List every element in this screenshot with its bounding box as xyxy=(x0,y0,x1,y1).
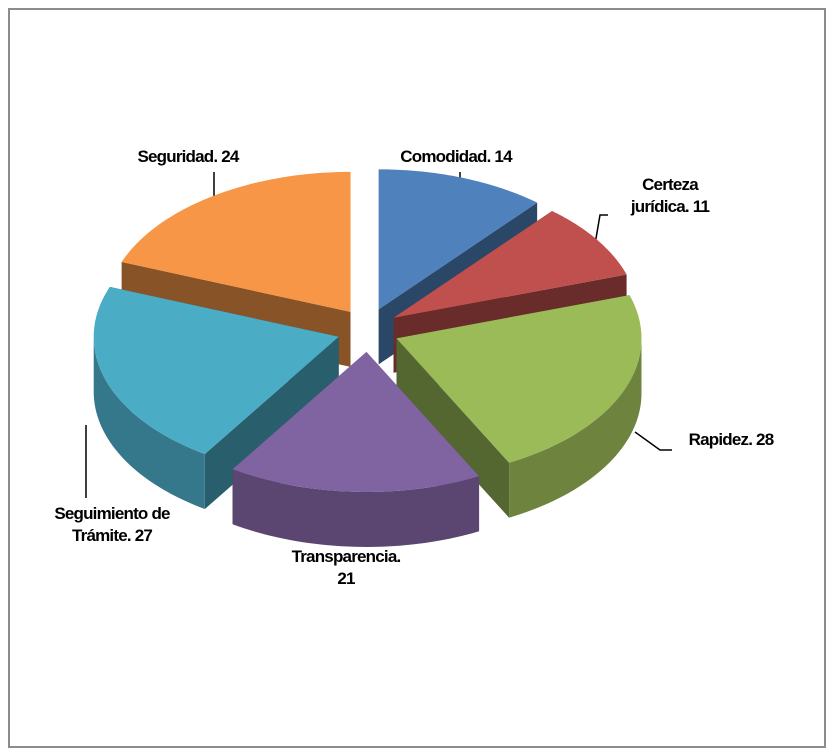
leader-line xyxy=(593,214,608,251)
data-label: Certeza jurídica. 11 xyxy=(630,175,710,216)
slice-side xyxy=(396,338,510,518)
slice-wall xyxy=(509,338,642,518)
slice-wall xyxy=(232,469,480,547)
slice-top xyxy=(396,295,642,463)
data-label: Comodidad. 14 xyxy=(400,147,512,166)
slice-top xyxy=(378,169,538,310)
slice-top xyxy=(121,171,351,312)
pie-slice xyxy=(232,351,480,547)
pie-slice xyxy=(396,295,642,518)
leader-line xyxy=(634,431,672,451)
slice-wall xyxy=(93,336,205,510)
data-label: Transparencia. 21 xyxy=(291,547,402,588)
data-label: Rapidez. 28 xyxy=(688,430,775,449)
slice-top xyxy=(232,351,480,492)
slice-top xyxy=(93,286,339,455)
data-label: Seguimiento de Trámite. 27 xyxy=(54,504,170,545)
data-label: Seguridad. 24 xyxy=(137,147,239,166)
slice-top xyxy=(393,211,627,318)
